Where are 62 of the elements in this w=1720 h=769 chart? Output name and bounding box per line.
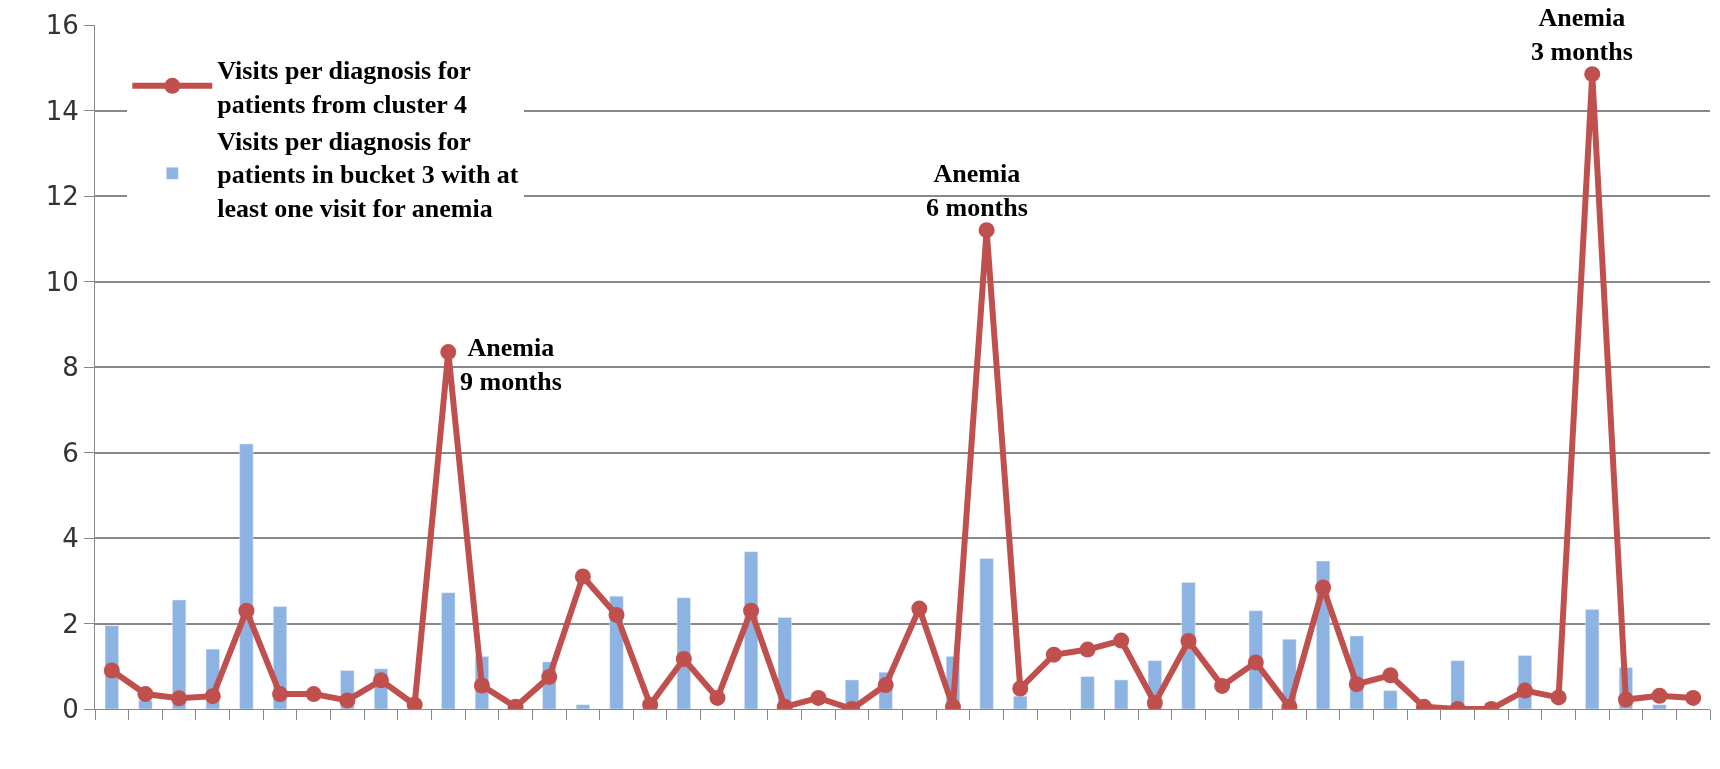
point [440,344,457,361]
y-tick-label: 14 [45,95,79,126]
bar [1013,695,1028,709]
bar [575,704,590,709]
point [1247,654,1264,671]
point [911,600,928,617]
point [305,686,322,703]
point [339,692,356,709]
bar [239,443,254,709]
annotation: Anemia 3 months [1531,3,1633,66]
point [1113,632,1130,649]
point [204,688,221,705]
annotation: Anemia 9 months [460,333,562,396]
point [1516,682,1533,699]
bar [1585,609,1600,709]
point [574,568,591,585]
point [1617,691,1634,708]
point [137,686,154,703]
point [238,602,255,619]
legend-label: Visits per diagnosis for patients from cluster 4 [217,56,471,119]
point [1315,579,1332,596]
bar [979,558,994,709]
point [1382,667,1399,684]
point [1012,680,1029,697]
y-tick-label: 16 [45,10,79,41]
point [373,672,389,689]
point [171,690,188,707]
point [1045,646,1062,663]
bar [441,592,456,709]
annotation: Anemia 6 months [926,159,1028,222]
y-tick-label: 0 [62,694,79,725]
y-tick-label: 8 [62,352,79,383]
y-tick-label: 12 [45,181,79,212]
point [1348,676,1365,693]
bar [1383,690,1398,709]
point [608,606,625,623]
point [743,602,760,619]
point [1079,641,1096,658]
y-tick-label: 6 [62,437,79,468]
y-tick-label: 2 [62,608,79,639]
point [1146,695,1163,709]
point [877,677,894,694]
legend-label: Visits per diagnosis for patients in bucket 3 with at least one visit for anemia [217,126,519,224]
point [541,668,558,685]
point [810,689,827,706]
point [473,677,490,694]
bar [1114,679,1129,709]
y-tick-label: 10 [45,266,79,297]
bar [1652,704,1667,709]
point [1651,687,1668,704]
point [1214,677,1231,694]
point [1550,689,1567,706]
point [103,662,120,679]
point [709,689,726,706]
y-tick-label: 4 [62,523,79,554]
point [675,650,692,667]
point [1584,66,1601,83]
point [1180,633,1197,650]
bar [1080,676,1095,709]
point [1685,689,1702,706]
point [272,686,289,703]
point [978,222,995,239]
